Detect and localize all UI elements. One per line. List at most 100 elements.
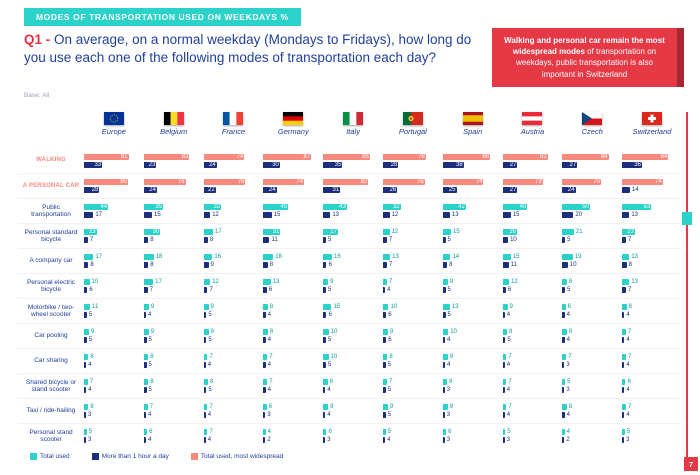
transportation-chart: Europe Belgium France Germany Italy Portugal S…: [18, 112, 682, 448]
bar-more-than-1h: [263, 312, 266, 318]
bar-total-used: [323, 254, 332, 260]
row-label: Public transportation: [31, 203, 71, 218]
row-label: Motorbike / two-wheel scooter: [27, 303, 75, 318]
country-label: Spain: [463, 127, 483, 136]
bar-value: 80: [120, 179, 127, 185]
bar-value: 74: [475, 179, 483, 185]
bar-more-than-1h: [323, 337, 326, 343]
bar-value: 28: [91, 187, 99, 193]
bar-total-used: 42: [442, 204, 466, 210]
bar-value: 23: [148, 161, 156, 168]
bar-cell: 18 8: [143, 253, 204, 269]
bar-value: 5: [208, 312, 212, 318]
bar-total-used: [323, 329, 329, 335]
bar-cell: 10 6: [382, 303, 443, 319]
bar-more-than-1h: 30: [263, 161, 280, 168]
bar-total-used: [263, 429, 266, 435]
bar-cell: 70 24: [562, 178, 622, 194]
bar-value: 84: [600, 153, 608, 160]
bar-total-used: [323, 304, 332, 310]
bar-more-than-1h: [143, 387, 147, 393]
bar-more-than-1h: [84, 387, 87, 393]
bar-value: 8: [90, 354, 94, 360]
bar-value: 9: [150, 304, 155, 310]
row-label: Walking: [36, 157, 66, 164]
bar-value: 9: [210, 329, 214, 335]
bar-value: 30: [272, 161, 279, 168]
legend-item-most-widespread: Total used, most widespread: [190, 453, 283, 460]
bar-value: 4: [506, 412, 511, 418]
bar-cell: 18 8: [263, 253, 323, 269]
base-note: Base: All: [24, 92, 50, 99]
bar-value: 12: [212, 279, 219, 285]
flag-italy-icon: [343, 112, 364, 125]
bar-total-used: [143, 404, 148, 410]
bar-more-than-1h: [263, 337, 266, 343]
bar-cell: 10 4: [442, 328, 503, 344]
country-label: Italy: [346, 127, 360, 136]
bar-total-used: [143, 429, 148, 435]
bar-total-used: [203, 354, 208, 360]
country-header-row: Europe Belgium France Germany Italy Portugal S…: [18, 112, 682, 148]
bar-value: 4: [207, 437, 212, 443]
bar-value: 4: [566, 412, 570, 418]
bar-total-used: [143, 279, 154, 285]
bar-more-than-1h: [323, 387, 326, 393]
bar-total-used: 74: [622, 179, 663, 185]
bar-value: 7: [388, 279, 393, 285]
bar-more-than-1h: [143, 437, 146, 443]
bar-cell: 13 6: [263, 278, 323, 294]
bar-value: 74: [296, 179, 304, 185]
bar-value: 7: [508, 379, 512, 385]
bar-value: 76: [417, 179, 424, 185]
bar-cell: 44 17: [84, 203, 144, 219]
bar-more-than-1h: [143, 287, 148, 293]
bar-total-used: [442, 354, 448, 360]
bar-more-than-1h: [84, 262, 89, 268]
bar-more-than-1h: [502, 212, 511, 218]
bar-value: 78: [418, 153, 425, 160]
bar-value: 11: [510, 262, 517, 268]
bar-cell: 15 5: [442, 228, 503, 244]
bar-more-than-1h: [502, 312, 505, 318]
bar-value: 8: [628, 262, 632, 268]
bar-more-than-1h: [84, 412, 86, 418]
legend-swatch-most-widespread-icon: [190, 453, 198, 460]
bar-total-used: [203, 404, 208, 410]
bar-value: 17: [214, 229, 222, 235]
bar-value: 10: [91, 279, 99, 285]
bar-value: 5: [208, 337, 212, 343]
bar-total-used: 76: [143, 179, 186, 185]
bar-value: 4: [626, 312, 630, 318]
bar-total-used: [382, 354, 388, 360]
bar-value: 11: [271, 237, 278, 243]
bar-total-used: [622, 329, 627, 335]
bar-total-used: [263, 354, 268, 360]
bar-value: 5: [387, 362, 392, 368]
bar-value: 6: [448, 429, 452, 435]
country-header-austria: Austria: [503, 112, 563, 136]
bar-value: 4: [327, 412, 331, 418]
bar-cell: 12 7: [382, 228, 443, 244]
bar-value: 3: [327, 437, 331, 443]
bar-value: 12: [511, 279, 518, 285]
country-header-portugal: Portugal: [383, 112, 443, 136]
country-header-spain: Spain: [443, 112, 503, 136]
bar-total-used: [622, 404, 627, 410]
bar-more-than-1h: [502, 262, 509, 268]
bar-value: 26: [509, 229, 516, 235]
flag-belgium-icon: [163, 112, 184, 125]
